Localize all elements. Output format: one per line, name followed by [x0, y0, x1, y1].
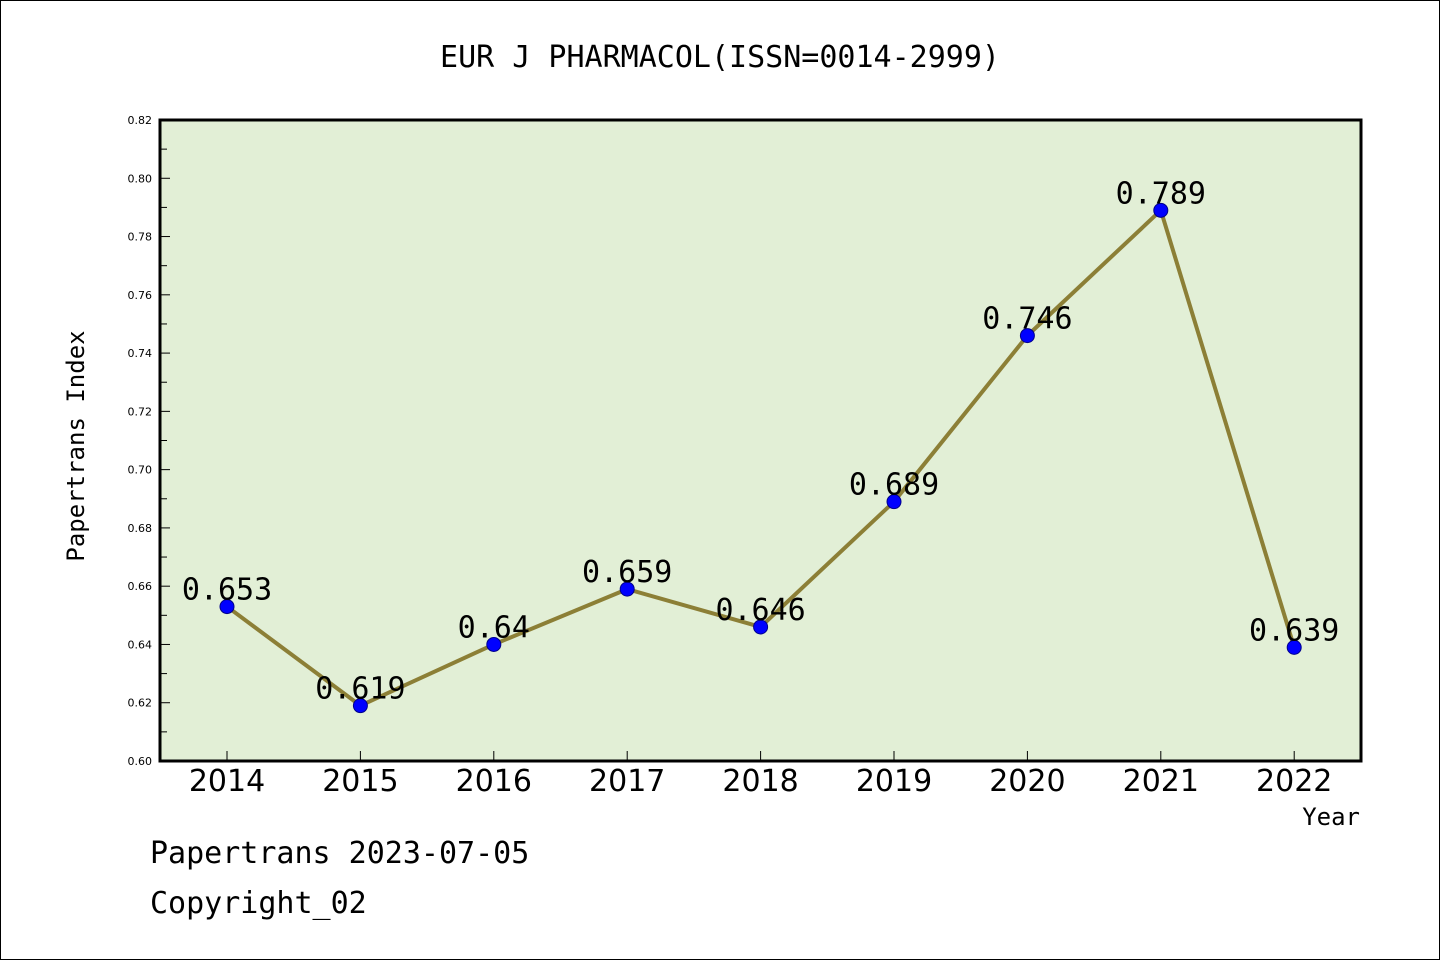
y-tick-label: 0.72: [128, 405, 153, 418]
x-tick-label: 2014: [189, 764, 265, 799]
data-point: [486, 636, 502, 652]
data-point: [219, 599, 235, 615]
data-label: 0.639: [1249, 613, 1339, 648]
y-tick-label: 0.78: [128, 231, 153, 244]
x-tick-label: 2018: [722, 764, 798, 799]
y-tick-label: 0.74: [128, 347, 153, 360]
y-tick-label: 0.68: [128, 522, 153, 535]
data-labels: 0.653 0.619 0.64 0.659 0.646 0.689 0.746 0.789 0…: [182, 176, 1340, 706]
x-tick-label: 2015: [322, 764, 398, 799]
data-point: [1286, 639, 1302, 655]
y-tick-label: 0.60: [128, 755, 153, 768]
x-tick-label: 2017: [589, 764, 665, 799]
y-tick-label: 0.66: [128, 580, 153, 593]
footer-copyright: Copyright_02: [150, 886, 367, 921]
data-label: 0.659: [582, 555, 672, 590]
y-tick-label: 0.80: [128, 172, 153, 185]
data-label: 0.653: [182, 573, 272, 608]
chart-title: EUR J PHARMACOL(ISSN=0014-2999): [440, 40, 1000, 75]
data-label: 0.789: [1116, 176, 1206, 211]
y-tick-label: 0.64: [128, 638, 153, 651]
data-label: 0.619: [315, 672, 405, 707]
data-label: 0.64: [458, 610, 530, 645]
x-tick-label: 2019: [856, 764, 932, 799]
y-axis: 0.60 0.62 0.64 0.66 0.68 0.70 0.72 0.74 0.76 0.78…: [128, 114, 170, 768]
x-tick-label: 2020: [989, 764, 1065, 799]
plot-area: [158, 118, 1363, 763]
y-tick-label: 0.70: [128, 464, 153, 477]
x-tick-label: 2016: [456, 764, 532, 799]
data-point: [1153, 202, 1169, 218]
data-label: 0.689: [849, 468, 939, 503]
y-tick-label: 0.62: [128, 697, 153, 710]
x-tick-label: 2021: [1123, 764, 1199, 799]
data-label: 0.746: [982, 302, 1072, 337]
data-point: [753, 619, 769, 635]
x-axis-label: Year: [1302, 803, 1360, 831]
y-tick-label: 0.76: [128, 289, 153, 302]
footer-date: Papertrans 2023-07-05: [150, 836, 530, 871]
x-axis: 2014 2015 2016 2017 2018 2019 2020 2021 2022: [189, 751, 1332, 799]
y-axis-label: Papertrans Index: [62, 330, 90, 561]
y-tick-label: 0.82: [128, 114, 153, 127]
data-label: 0.646: [715, 593, 805, 628]
data-point: [1019, 328, 1035, 344]
data-point: [886, 494, 902, 510]
data-point: [619, 581, 635, 597]
data-points: [219, 202, 1302, 714]
data-point: [352, 698, 368, 714]
x-tick-label: 2022: [1256, 764, 1332, 799]
